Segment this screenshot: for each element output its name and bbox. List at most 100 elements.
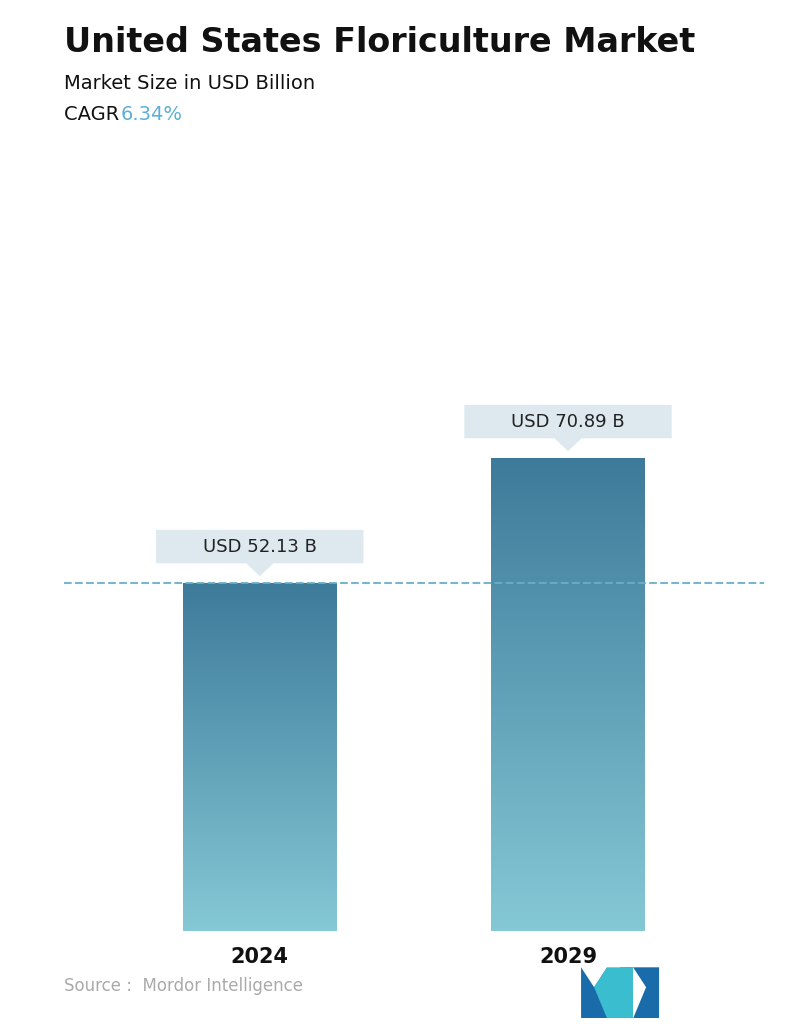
Bar <box>183 757 337 758</box>
Bar <box>491 882 645 883</box>
Bar <box>491 513 645 515</box>
Bar <box>183 602 337 603</box>
Bar <box>491 921 645 922</box>
Bar <box>491 653 645 656</box>
Bar <box>183 749 337 750</box>
Bar <box>491 602 645 603</box>
Bar <box>183 882 337 883</box>
Bar <box>183 619 337 620</box>
Bar <box>491 823 645 825</box>
Bar <box>491 687 645 688</box>
Bar <box>183 819 337 821</box>
Bar <box>183 653 337 655</box>
Bar <box>491 636 645 638</box>
Bar <box>491 587 645 589</box>
Bar <box>491 783 645 784</box>
Bar <box>491 560 645 562</box>
Bar <box>183 696 337 697</box>
Bar <box>183 767 337 768</box>
Bar <box>491 708 645 710</box>
Bar <box>183 860 337 861</box>
Bar <box>183 873 337 874</box>
Bar <box>183 756 337 757</box>
Bar <box>183 881 337 882</box>
Bar <box>183 843 337 844</box>
Bar <box>491 614 645 615</box>
Bar <box>183 670 337 671</box>
Bar <box>183 726 337 727</box>
Text: 6.34%: 6.34% <box>121 105 183 124</box>
Bar <box>183 620 337 621</box>
Bar <box>183 872 337 873</box>
Bar <box>183 659 337 660</box>
Bar <box>491 516 645 518</box>
Bar <box>491 828 645 830</box>
Bar <box>183 636 337 638</box>
Bar <box>491 551 645 553</box>
Bar <box>183 930 337 931</box>
Bar <box>183 599 337 600</box>
Bar <box>491 814 645 816</box>
Bar <box>183 727 337 728</box>
Bar <box>183 773 337 774</box>
Bar <box>183 605 337 606</box>
Bar <box>183 592 337 594</box>
Bar <box>491 795 645 797</box>
Bar <box>491 804 645 807</box>
Bar <box>183 740 337 741</box>
Bar <box>183 640 337 641</box>
Bar <box>491 569 645 570</box>
Bar <box>183 784 337 785</box>
Bar <box>491 536 645 537</box>
Bar <box>491 912 645 913</box>
Bar <box>183 615 337 617</box>
Bar <box>183 746 337 747</box>
Bar <box>183 718 337 719</box>
Bar <box>491 899 645 901</box>
Bar <box>491 747 645 748</box>
Bar <box>183 909 337 910</box>
Bar <box>491 605 645 606</box>
Bar <box>183 896 337 899</box>
Bar <box>491 512 645 513</box>
Bar <box>491 570 645 572</box>
Bar <box>183 787 337 788</box>
Bar <box>183 629 337 630</box>
Bar <box>183 865 337 866</box>
Bar <box>183 776 337 777</box>
Bar <box>491 732 645 734</box>
Bar <box>491 638 645 639</box>
Bar <box>491 883 645 885</box>
Bar <box>183 641 337 642</box>
Bar <box>183 758 337 759</box>
Bar <box>183 770 337 772</box>
Bar <box>183 618 337 619</box>
Bar <box>183 789 337 791</box>
Bar <box>183 601 337 602</box>
Bar <box>183 630 337 631</box>
Bar <box>183 839 337 841</box>
Bar <box>491 737 645 738</box>
Bar <box>491 552 645 554</box>
Bar <box>491 540 645 542</box>
Bar <box>491 846 645 847</box>
Bar <box>183 780 337 782</box>
Bar <box>183 759 337 760</box>
Bar <box>183 697 337 698</box>
Bar <box>491 880 645 882</box>
Bar <box>183 790 337 792</box>
Bar <box>183 798 337 799</box>
Bar <box>491 778 645 780</box>
Bar <box>491 695 645 696</box>
Bar <box>491 600 645 602</box>
Bar <box>491 678 645 680</box>
Bar <box>491 624 645 626</box>
Bar <box>183 855 337 856</box>
Bar <box>491 825 645 826</box>
Bar <box>491 729 645 731</box>
Bar <box>183 924 337 926</box>
Bar <box>491 651 645 653</box>
Bar <box>491 696 645 698</box>
Bar <box>183 608 337 609</box>
Bar <box>491 871 645 873</box>
